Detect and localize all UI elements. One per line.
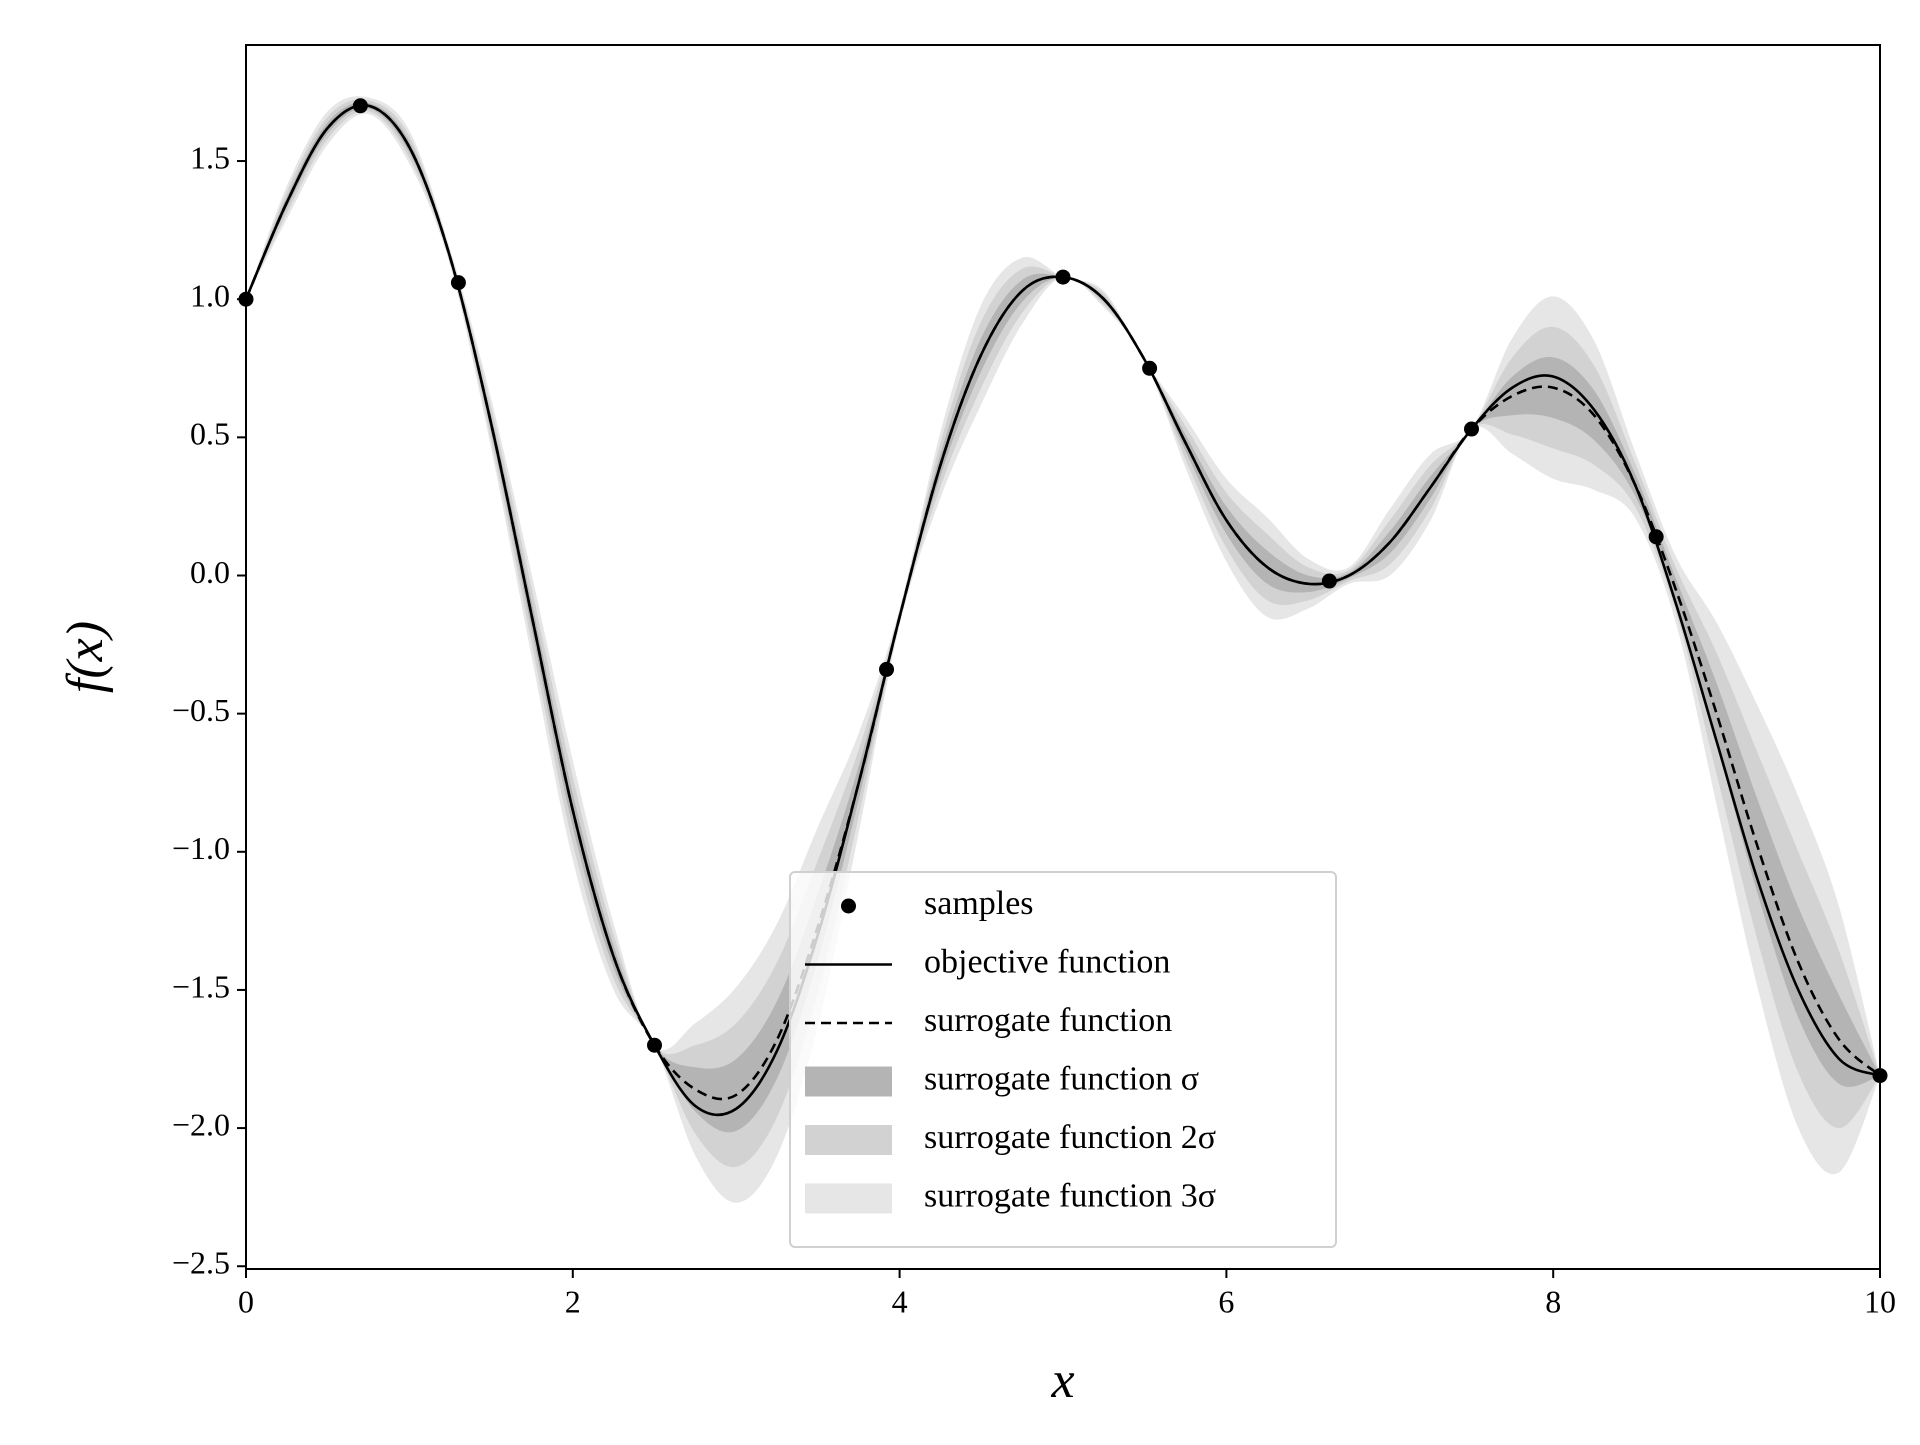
- legend: samples objective function surrogate funct…: [789, 871, 1337, 1248]
- sample-point: [1321, 573, 1337, 589]
- plot-area: [246, 96, 1880, 1203]
- legend-label: samples: [924, 885, 1034, 922]
- x-tick-label: 2: [565, 1283, 581, 1319]
- x-tick-label: 4: [892, 1283, 908, 1319]
- x-tick-label: 8: [1545, 1283, 1561, 1319]
- sample-point: [1464, 421, 1479, 437]
- x-tick-label: 10: [1864, 1283, 1896, 1319]
- legend-label: objective function: [924, 943, 1170, 980]
- legend-box: [789, 871, 1337, 1248]
- x-axis-label: x: [1050, 1352, 1074, 1409]
- legend-swatch: [805, 1066, 892, 1097]
- y-tick-label: 0.0: [190, 554, 230, 590]
- axes-frame: [245, 44, 1881, 1270]
- line: [246, 103, 1880, 1101]
- sample-point: [450, 275, 466, 291]
- legend-swatch: [805, 1125, 892, 1155]
- sample-point: [238, 291, 254, 307]
- y-tick-label: −2.5: [172, 1245, 230, 1281]
- sample-point: [879, 661, 895, 677]
- sample-point: [1055, 269, 1071, 285]
- sample-point: [352, 98, 368, 114]
- y-tick-label: 1.5: [190, 139, 230, 175]
- sample-point: [1142, 360, 1158, 376]
- sample-point: [647, 1037, 662, 1053]
- x-tick-label: 6: [1218, 1283, 1234, 1319]
- sample-point: [1872, 1068, 1888, 1084]
- y-tick-label: −0.5: [172, 692, 230, 728]
- sample-point: [1648, 529, 1664, 545]
- y-tick-label: −1.5: [172, 968, 230, 1004]
- y-tick-label: 1.0: [190, 278, 230, 314]
- y-tick-label: −2.0: [172, 1106, 230, 1142]
- y-tick-label: 0.5: [190, 416, 230, 452]
- legend-swatch: [805, 1183, 892, 1214]
- legend-label: surrogate function σ: [924, 1060, 1199, 1097]
- legend-label: surrogate function: [924, 1002, 1172, 1039]
- y-axis-label: f(x): [57, 621, 114, 693]
- legend-marker: [841, 898, 856, 914]
- x-tick-label: 0: [238, 1283, 254, 1319]
- legend-label: surrogate function 3σ: [924, 1177, 1216, 1214]
- legend-label: surrogate function 2σ: [924, 1119, 1216, 1156]
- y-tick-label: −1.0: [172, 830, 230, 866]
